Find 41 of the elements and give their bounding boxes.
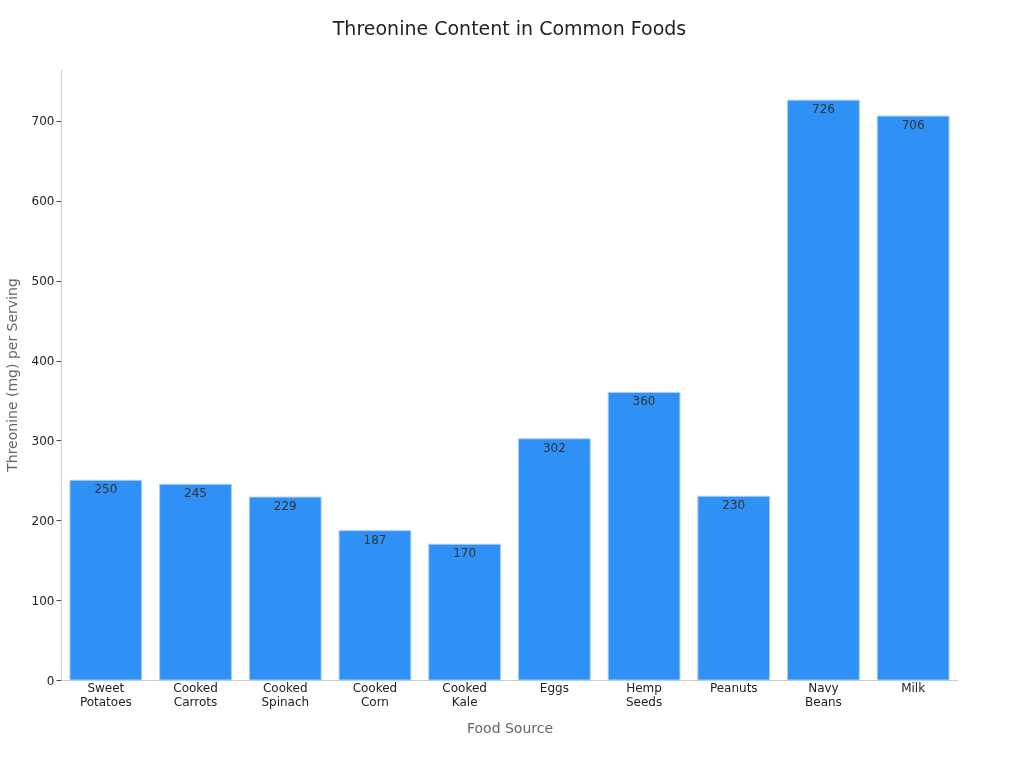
bar bbox=[248, 496, 322, 681]
data-label: 230 bbox=[722, 498, 746, 513]
bar bbox=[517, 438, 591, 681]
bar bbox=[607, 391, 681, 681]
y-axis-title: Threonine (mg) per Serving bbox=[3, 278, 20, 473]
x-tick-label: Cooked Spinach bbox=[261, 680, 310, 709]
data-label: 250 bbox=[94, 482, 118, 497]
x-tick-label: Cooked Kale bbox=[442, 680, 487, 709]
y-tick-label: 100 bbox=[31, 593, 55, 608]
y-tick-label: 400 bbox=[31, 354, 55, 369]
data-label: 360 bbox=[632, 394, 656, 409]
data-label: 187 bbox=[363, 532, 387, 547]
bar bbox=[876, 115, 950, 681]
x-tick-label: Navy Beans bbox=[805, 680, 842, 709]
bar bbox=[428, 543, 502, 681]
data-label: 245 bbox=[184, 486, 207, 501]
bar bbox=[338, 530, 412, 681]
y-tick-label: 0 bbox=[46, 673, 55, 688]
x-tick-label: Peanuts bbox=[709, 680, 758, 695]
y-tick-label: 700 bbox=[31, 114, 55, 129]
chart-title: Threonine Content in Common Foods bbox=[331, 17, 687, 39]
x-axis-title: Food Source bbox=[466, 719, 554, 736]
y-tick-label: 500 bbox=[31, 274, 55, 289]
x-tick-label: Cooked Corn bbox=[352, 680, 398, 709]
data-label: 302 bbox=[542, 440, 566, 455]
x-tick-label: Hemp Seeds bbox=[625, 680, 663, 709]
y-tick-label: 600 bbox=[31, 194, 55, 209]
data-label: 726 bbox=[812, 102, 835, 117]
x-tick-label: Eggs bbox=[539, 680, 569, 695]
y-tick-label: 200 bbox=[31, 513, 55, 528]
y-tick-label: 300 bbox=[31, 433, 55, 448]
data-label: 170 bbox=[453, 546, 477, 561]
x-tick-label: Milk bbox=[901, 680, 926, 695]
x-tick-label: Cooked Carrots bbox=[173, 680, 218, 709]
bar bbox=[159, 483, 232, 681]
bar bbox=[697, 495, 771, 681]
bar bbox=[787, 99, 860, 681]
bar bbox=[69, 479, 143, 681]
data-label: 229 bbox=[273, 499, 297, 514]
x-tick-label: Sweet Potatoes bbox=[79, 680, 132, 709]
data-label: 706 bbox=[901, 118, 925, 133]
